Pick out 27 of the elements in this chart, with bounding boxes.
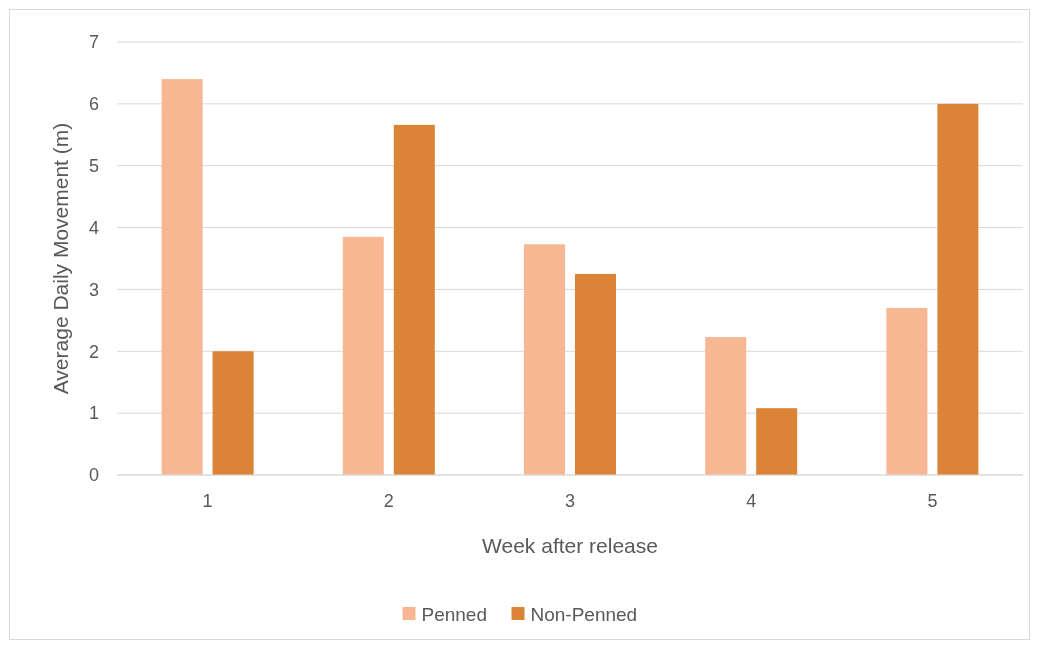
bar <box>886 307 928 475</box>
y-tick-label: 0 <box>88 465 99 486</box>
legend-label: Penned <box>421 603 488 625</box>
y-tick-label: 1 <box>88 403 99 424</box>
x-tick-label: 3 <box>564 491 576 511</box>
y-tick-label: 2 <box>88 341 99 362</box>
x-tick-label: 1 <box>202 491 213 511</box>
bar <box>705 337 747 475</box>
y-tick-label: 7 <box>88 32 99 53</box>
bar <box>393 124 435 475</box>
x-tick-label: 4 <box>746 491 757 511</box>
bar <box>212 351 254 475</box>
y-tick-label: 4 <box>88 217 99 238</box>
bar <box>342 236 384 475</box>
x-tick-label: 5 <box>927 491 938 511</box>
legend-label: Non-Penned <box>530 603 638 625</box>
bar <box>524 244 565 475</box>
y-tick-label: 5 <box>88 156 99 177</box>
bar <box>161 79 203 475</box>
bar <box>756 408 798 475</box>
bar <box>937 103 979 475</box>
x-axis-title: Week after release <box>482 534 658 557</box>
y-axis-title: Average Daily Movement (m) <box>49 122 72 395</box>
y-tick-label: 6 <box>88 94 99 115</box>
x-tick-label: 2 <box>383 491 394 511</box>
y-tick-label: 3 <box>88 279 99 300</box>
bar <box>575 273 616 475</box>
